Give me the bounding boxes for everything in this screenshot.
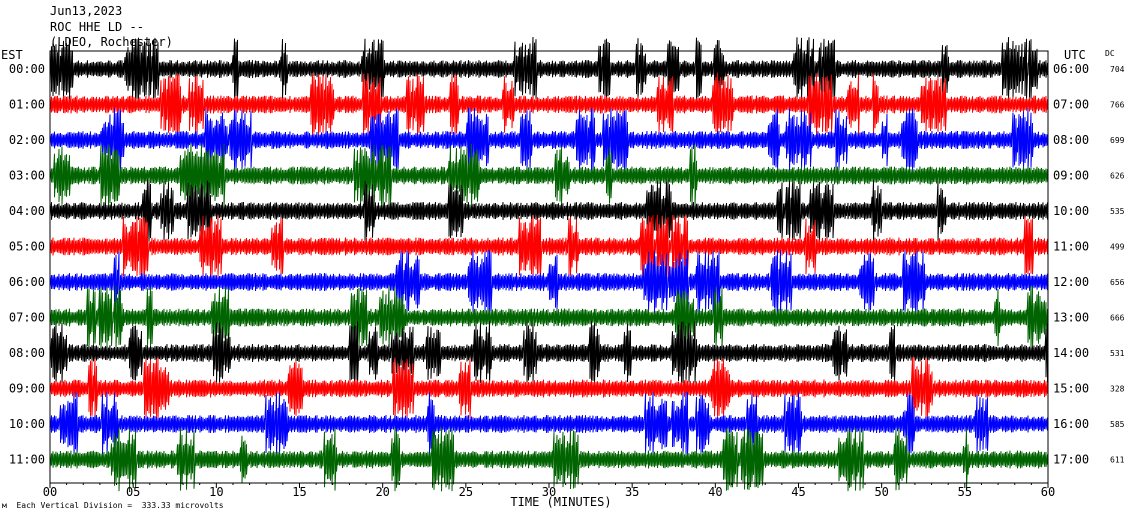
- trace-0100: [49, 72, 1048, 137]
- chart-date: Jun13,2023: [50, 4, 123, 18]
- est-hour-label: 08:00: [9, 346, 45, 360]
- est-hour-label: 04:00: [9, 204, 45, 218]
- est-hour-label: 03:00: [9, 169, 45, 183]
- trace-0200: [49, 107, 1048, 173]
- x-tick-label: 05: [126, 485, 140, 499]
- utc-hour-label: 08:00: [1053, 133, 1089, 147]
- vertical-division-note: м Each Vertical Division = 333.33 microv…: [2, 501, 224, 510]
- x-tick-label: 40: [708, 485, 722, 499]
- dc-value: 699: [1110, 136, 1125, 145]
- est-hour-label: 11:00: [9, 453, 45, 467]
- x-tick-label: 45: [791, 485, 805, 499]
- trace-0000: [49, 36, 1048, 102]
- x-tick-label: 35: [625, 485, 639, 499]
- trace-1100: [49, 427, 1048, 492]
- est-label: EST: [1, 48, 23, 62]
- est-hour-label: 00:00: [9, 62, 45, 76]
- trace-0600: [49, 250, 1048, 314]
- trace-0300: [49, 143, 1048, 208]
- utc-hour-label: 11:00: [1053, 240, 1089, 254]
- x-tick-label: 60: [1041, 485, 1055, 499]
- trace-0400: [49, 179, 1048, 243]
- utc-label: UTC: [1064, 48, 1086, 62]
- x-tick-label: 00: [43, 485, 57, 499]
- utc-hour-label: 07:00: [1053, 98, 1089, 112]
- trace-0900: [49, 357, 1048, 420]
- x-tick-label: 15: [292, 485, 306, 499]
- utc-hour-label: 15:00: [1053, 382, 1089, 396]
- utc-hour-label: 14:00: [1053, 346, 1089, 360]
- utc-hour-label: 06:00: [1053, 62, 1089, 76]
- est-hour-label: 02:00: [9, 133, 45, 147]
- utc-hour-label: 13:00: [1053, 311, 1089, 325]
- trace-1000: [49, 391, 1048, 457]
- trace-0800: [49, 321, 1048, 385]
- dc-value: 704: [1110, 65, 1125, 74]
- trace-0500: [49, 214, 1048, 279]
- dc-value: 499: [1110, 243, 1125, 252]
- footer-text: Each Vertical Division = 333.33 microvol…: [16, 501, 224, 510]
- est-hour-label: 07:00: [9, 311, 45, 325]
- x-tick-label: 25: [459, 485, 473, 499]
- dc-label: DC: [1105, 49, 1115, 58]
- dc-value: 626: [1110, 172, 1125, 181]
- x-tick-label: 20: [375, 485, 389, 499]
- est-hour-label: 09:00: [9, 382, 45, 396]
- utc-hour-label: 12:00: [1053, 275, 1089, 289]
- utc-hour-label: 10:00: [1053, 204, 1089, 218]
- x-tick-label: 50: [874, 485, 888, 499]
- dc-value: 611: [1110, 456, 1125, 465]
- dc-value: 666: [1110, 314, 1125, 323]
- dc-value: 766: [1110, 101, 1125, 110]
- est-hour-label: 01:00: [9, 98, 45, 112]
- x-axis-label: TIME (MINUTES): [510, 495, 611, 509]
- dc-value: 585: [1110, 420, 1125, 429]
- x-tick-label: 55: [958, 485, 972, 499]
- est-hour-label: 06:00: [9, 275, 45, 289]
- est-hour-label: 05:00: [9, 240, 45, 254]
- dc-value: 535: [1110, 207, 1125, 216]
- utc-hour-label: 09:00: [1053, 169, 1089, 183]
- est-hour-label: 10:00: [9, 417, 45, 431]
- dc-value: 328: [1110, 385, 1125, 394]
- utc-hour-label: 16:00: [1053, 417, 1089, 431]
- utc-hour-label: 17:00: [1053, 453, 1089, 467]
- dc-value: 656: [1110, 278, 1125, 287]
- chart-station: ROC HHE LD --: [50, 20, 144, 34]
- footer-icon: м: [2, 501, 7, 510]
- trace-0700: [49, 285, 1048, 350]
- x-tick-label: 30: [542, 485, 556, 499]
- x-tick-label: 10: [209, 485, 223, 499]
- dc-value: 531: [1110, 349, 1125, 358]
